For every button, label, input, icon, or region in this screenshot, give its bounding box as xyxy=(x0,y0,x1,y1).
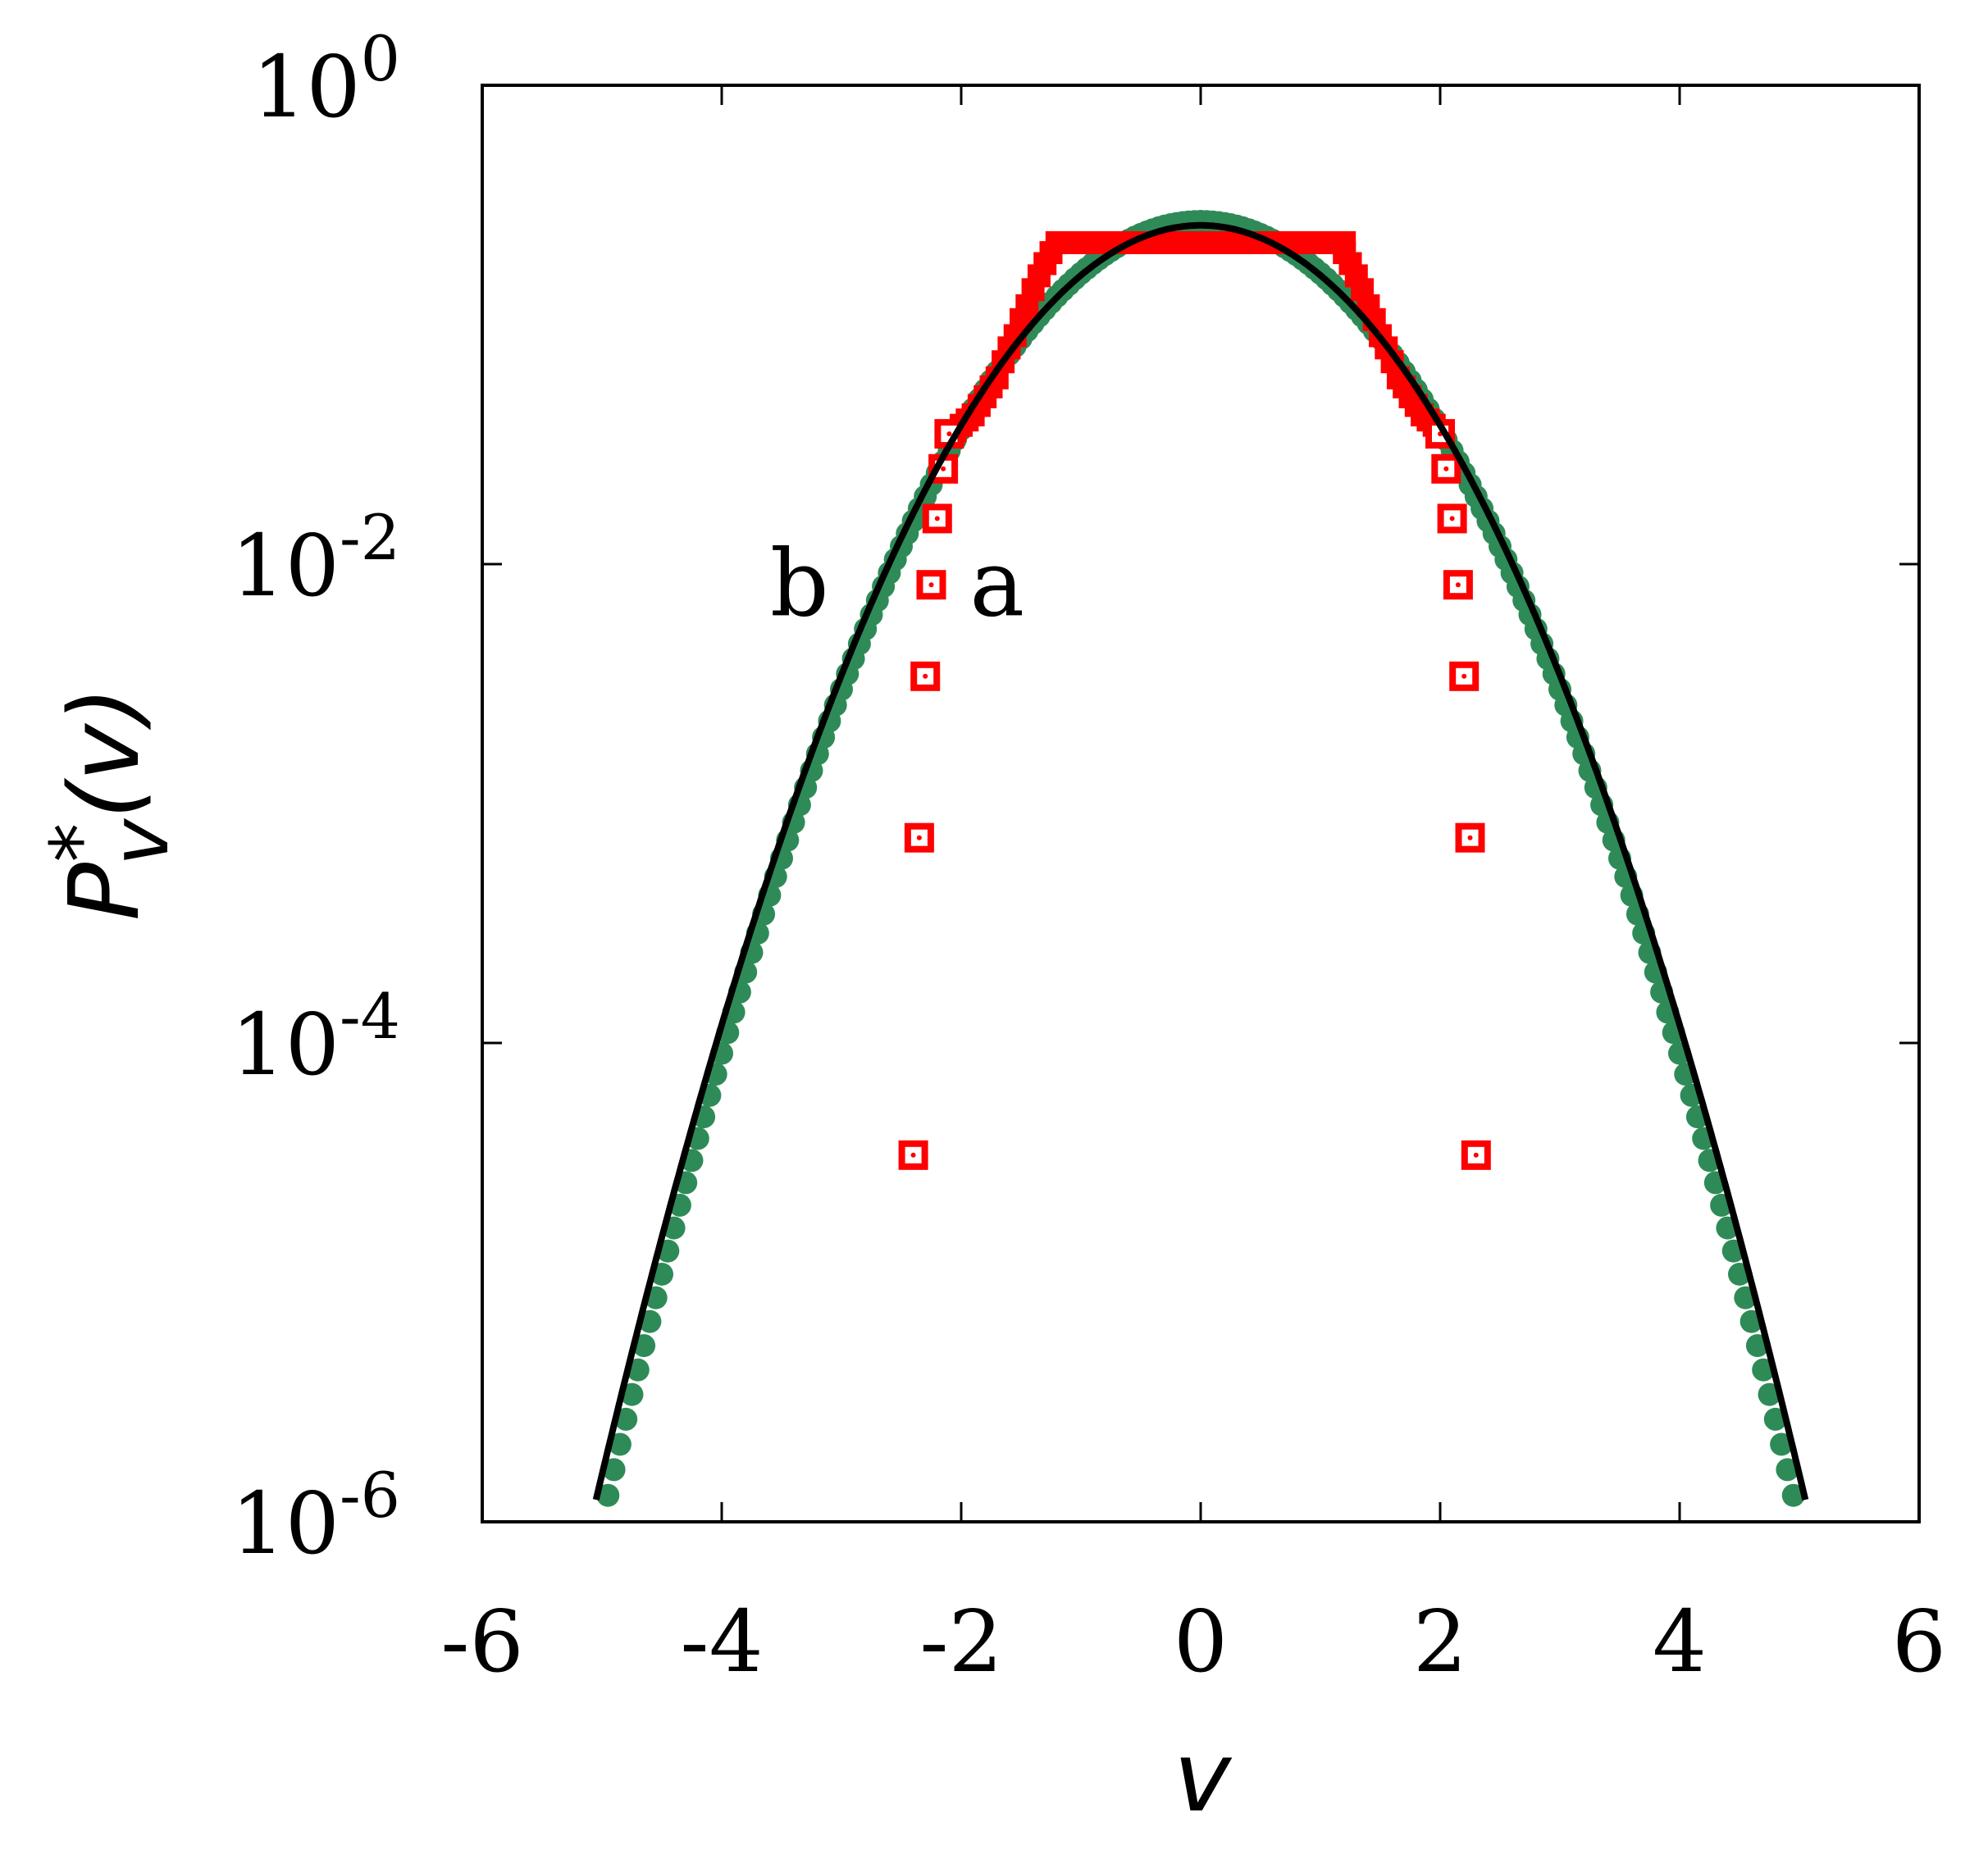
series-a-square-dot xyxy=(928,582,934,588)
series-a-point xyxy=(1461,1140,1491,1170)
x-tick-label: 6 xyxy=(1892,1592,1946,1692)
x-tick-label: -6 xyxy=(440,1592,523,1692)
y-tick-label: 10-2 xyxy=(231,501,400,616)
series-a-square-dot xyxy=(946,431,952,437)
series-b-point xyxy=(1781,1483,1805,1507)
fit-curve-line xyxy=(592,221,1809,1501)
series-a-square-dot xyxy=(910,1152,916,1158)
plot-marks xyxy=(592,210,1809,1507)
series-a-square-dot xyxy=(916,835,922,840)
series-a-square xyxy=(910,661,941,691)
y-tick-label: 10-6 xyxy=(231,1459,400,1573)
x-tick-label: 2 xyxy=(1413,1592,1467,1692)
axis-ticks xyxy=(482,85,1919,1522)
series-a-square xyxy=(922,503,952,534)
series-a-square xyxy=(1455,822,1485,853)
series-a-point xyxy=(1449,661,1480,691)
series-a-point xyxy=(1455,822,1485,853)
x-tick-label: 4 xyxy=(1653,1592,1707,1692)
axis-tick-labels: -6 -4 -2 0 2 4 6 100 10-2 10-4 10-6 xyxy=(231,22,1946,1692)
series-a-point xyxy=(904,822,934,853)
series-a-point xyxy=(916,570,946,600)
annotation-a: a xyxy=(969,531,1024,638)
annotation-b: b xyxy=(770,531,829,638)
series-a-square-dot xyxy=(1461,673,1467,679)
series-a-square-dot xyxy=(934,516,940,521)
series-a-point xyxy=(898,1140,928,1170)
series-a-point xyxy=(910,661,941,691)
series-a-square-dot xyxy=(1455,582,1461,588)
series-a-square-dot xyxy=(1449,516,1455,521)
series-b-point xyxy=(596,1483,620,1507)
series-b-point xyxy=(608,1432,632,1456)
series-a-square xyxy=(1437,503,1467,534)
axis-titles: v P*v(v) xyxy=(34,686,1233,1833)
series-a-square-dot xyxy=(1473,1152,1479,1158)
x-tick-label: 0 xyxy=(1174,1592,1228,1692)
series-b-point xyxy=(1770,1432,1794,1456)
plot-frame xyxy=(481,84,1921,1523)
x-tick-label: -4 xyxy=(680,1592,763,1692)
series-a-square xyxy=(1431,453,1461,484)
y-tick-label: 10-4 xyxy=(231,980,400,1095)
x-axis-title: v xyxy=(1174,1720,1233,1833)
series-a-square-dot xyxy=(1467,835,1473,840)
y-axis-title: P*v(v) xyxy=(34,686,186,921)
series-a-square-dot xyxy=(1443,466,1449,471)
series-a-point xyxy=(1437,503,1467,534)
series-a-square-dot xyxy=(923,673,928,679)
series-b-point xyxy=(1776,1458,1799,1482)
y-tick-label: 100 xyxy=(252,22,400,137)
series-b-point xyxy=(602,1458,626,1482)
x-tick-label: -2 xyxy=(919,1592,1002,1692)
series-a-square-dot xyxy=(941,466,946,471)
series-a-point xyxy=(922,503,952,534)
series-a-point xyxy=(1431,453,1461,484)
series-a-point xyxy=(1443,570,1473,600)
